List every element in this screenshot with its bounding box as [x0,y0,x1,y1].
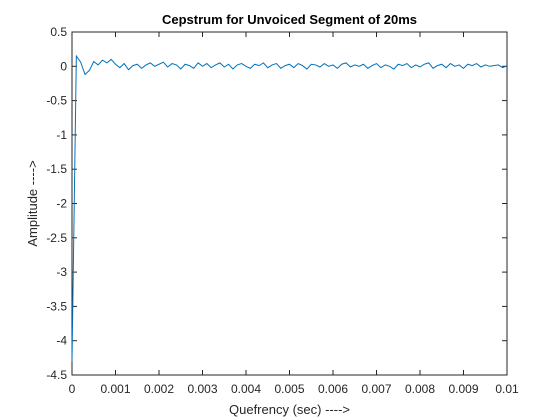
y-tick-label: -2.5 [46,231,67,245]
y-tick-label: -2 [56,197,67,211]
y-tick-label: -3 [56,265,67,279]
y-tick-label: -0.5 [46,94,67,108]
x-tick-label: 0 [69,382,76,396]
y-tick-label: -3.5 [46,299,67,313]
y-tick-label: 0 [60,59,67,73]
y-tick-label: -4 [56,334,67,348]
x-tick-label: 0.005 [274,382,304,396]
x-tick-label: 0.002 [144,382,174,396]
y-tick-label: -1.5 [46,162,67,176]
x-tick-label: 0.008 [405,382,435,396]
x-axis-label: Quefrency (sec) ----> [229,402,350,417]
y-tick-label: -4.5 [46,368,67,382]
plot-area [71,31,508,376]
x-tick-label: 0.003 [187,382,217,396]
x-tick-label: 0.001 [100,382,130,396]
x-tick-label: 0.01 [495,382,519,396]
x-tick-label: 0.004 [231,382,261,396]
y-tick-label: 0.5 [50,25,67,39]
x-tick-label: 0.006 [318,382,348,396]
chart-title: Cepstrum for Unvoiced Segment of 20ms [162,12,417,27]
y-tick-label: -1 [56,128,67,142]
x-tick-label: 0.009 [448,382,478,396]
data-line [71,54,508,362]
y-axis-label: Amplitude ----> [25,160,40,246]
x-tick-label: 0.007 [361,382,391,396]
